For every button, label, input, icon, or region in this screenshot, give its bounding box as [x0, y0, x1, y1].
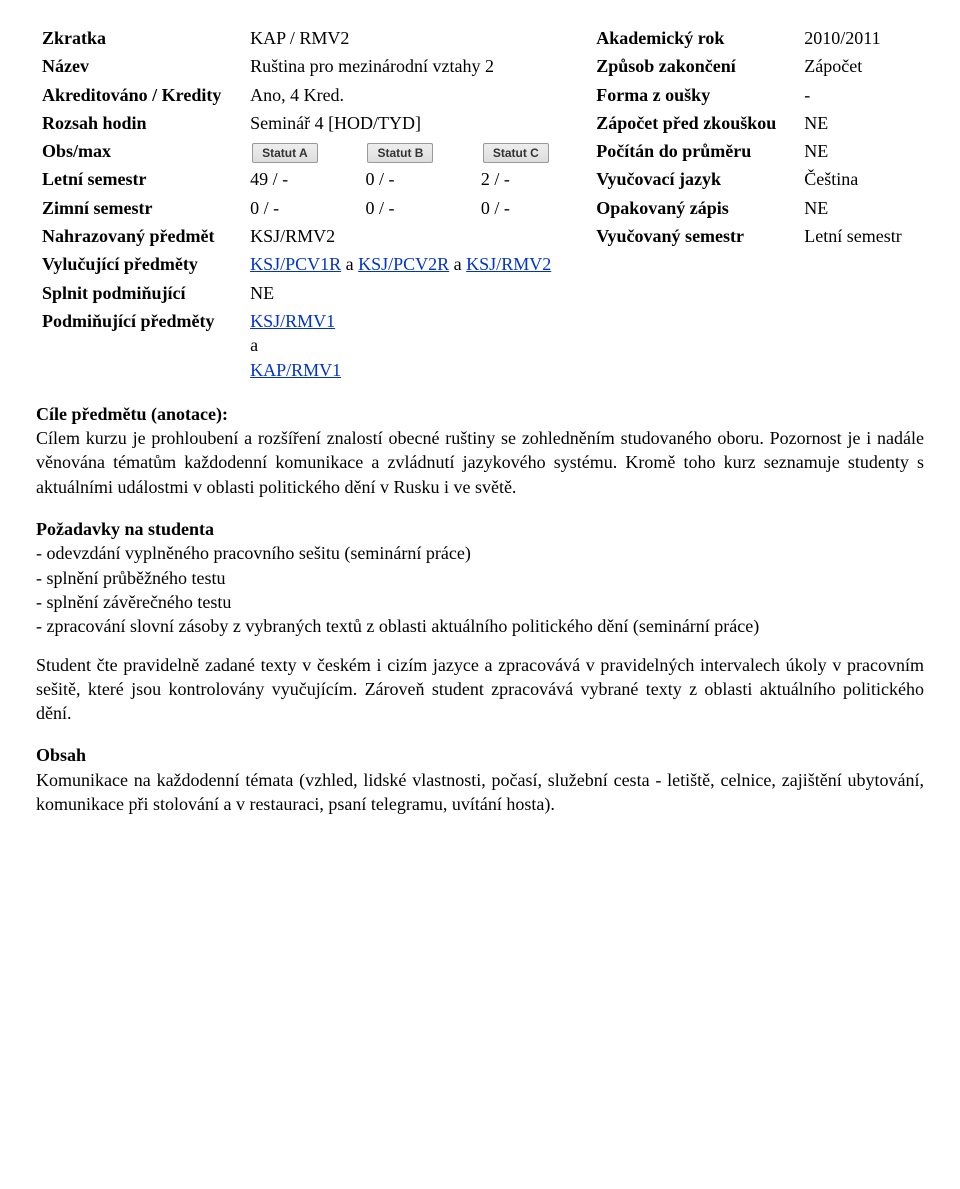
- val-nazev: Ruština pro mezinárodní vztahy 2: [244, 52, 590, 80]
- zimni-c: 0 / -: [475, 194, 590, 222]
- poz-item-2: - splnění závěrečného testu: [36, 590, 924, 614]
- letni-a: 49 / -: [244, 165, 359, 193]
- lbl-nazev: Název: [36, 52, 244, 80]
- lbl-forma: Forma z oušky: [590, 81, 798, 109]
- poz-item-1: - splnění průběžného testu: [36, 566, 924, 590]
- val-zpusob: Zápočet: [798, 52, 924, 80]
- section-pozadavky: Požadavky na studenta - odevzdání vyplně…: [36, 517, 924, 638]
- val-forma: -: [798, 81, 924, 109]
- lbl-jazyk: Vyučovací jazyk: [590, 165, 798, 193]
- zimni-b: 0 / -: [359, 194, 474, 222]
- obsah-body: Komunikace na každodenní témata (vzhled,…: [36, 768, 924, 817]
- lbl-zapocet: Zápočet před zkouškou: [590, 109, 798, 137]
- link-podmin-0[interactable]: KSJ/RMV1: [250, 311, 335, 331]
- lbl-nahr: Nahrazovaný předmět: [36, 222, 244, 250]
- lbl-splnit: Splnit podmiňující: [36, 279, 244, 307]
- lbl-zpusob: Způsob zakončení: [590, 52, 798, 80]
- poz-item-0: - odevzdání vyplněného pracovního sešitu…: [36, 541, 924, 565]
- val-rozsah: Seminář 4 [HOD/TYD]: [244, 109, 590, 137]
- lbl-vyucsem: Vyučovaný semestr: [590, 222, 798, 250]
- val-podmin: KSJ/RMV1 a KAP/RMV1: [244, 307, 924, 384]
- sep: a: [454, 254, 467, 274]
- zimni-a: 0 / -: [244, 194, 359, 222]
- val-zkratka: KAP / RMV2: [244, 24, 590, 52]
- val-nahr: KSJ/RMV2: [244, 222, 590, 250]
- val-akrok: 2010/2011: [798, 24, 924, 52]
- link-podmin-1[interactable]: KAP/RMV1: [250, 360, 341, 380]
- statut-a-icon: Statut A: [252, 143, 318, 163]
- link-vyluc-0[interactable]: KSJ/PCV1R: [250, 254, 341, 274]
- val-jazyk: Čeština: [798, 165, 924, 193]
- statut-b-icon: Statut B: [367, 143, 433, 163]
- podmin-sep: a: [250, 335, 258, 355]
- lbl-pocitan: Počítán do průměru: [590, 137, 798, 165]
- poz-item-3: - zpracování slovní zásoby z vybraných t…: [36, 614, 924, 638]
- val-vyluc: KSJ/PCV1R a KSJ/PCV2R a KSJ/RMV2: [244, 250, 924, 278]
- poz-title: Požadavky na studenta: [36, 517, 924, 541]
- lbl-akred: Akreditováno / Kredity: [36, 81, 244, 109]
- val-splnit: NE: [244, 279, 924, 307]
- lbl-letni: Letní semestr: [36, 165, 244, 193]
- val-zapocet: NE: [798, 109, 924, 137]
- lbl-zimni: Zimní semestr: [36, 194, 244, 222]
- lbl-podmin: Podmiňující předměty: [36, 307, 244, 384]
- statut-c-icon: Statut C: [483, 143, 549, 163]
- val-pocitan: NE: [798, 137, 924, 165]
- letni-b: 0 / -: [359, 165, 474, 193]
- link-vyluc-1[interactable]: KSJ/PCV2R: [358, 254, 449, 274]
- lbl-rozsah: Rozsah hodin: [36, 109, 244, 137]
- link-vyluc-2[interactable]: KSJ/RMV2: [466, 254, 551, 274]
- cile-title: Cíle předmětu (anotace):: [36, 402, 924, 426]
- lbl-obsmax: Obs/max: [36, 137, 244, 165]
- section-obsah: Obsah Komunikace na každodenní témata (v…: [36, 743, 924, 816]
- val-vyucsem: Letní semestr: [798, 222, 924, 250]
- sep: a: [346, 254, 359, 274]
- student-para: Student čte pravidelně zadané texty v če…: [36, 653, 924, 726]
- section-cile: Cíle předmětu (anotace): Cílem kurzu je …: [36, 402, 924, 499]
- lbl-zkratka: Zkratka: [36, 24, 244, 52]
- val-akred: Ano, 4 Kred.: [244, 81, 590, 109]
- lbl-opak: Opakovaný zápis: [590, 194, 798, 222]
- letni-c: 2 / -: [475, 165, 590, 193]
- lbl-akrok: Akademický rok: [590, 24, 798, 52]
- obsah-title: Obsah: [36, 743, 924, 767]
- course-info-table: Zkratka KAP / RMV2 Akademický rok 2010/2…: [36, 24, 924, 384]
- cile-body: Cílem kurzu je prohloubení a rozšíření z…: [36, 426, 924, 499]
- val-opak: NE: [798, 194, 924, 222]
- lbl-vyluc: Vylučující předměty: [36, 250, 244, 278]
